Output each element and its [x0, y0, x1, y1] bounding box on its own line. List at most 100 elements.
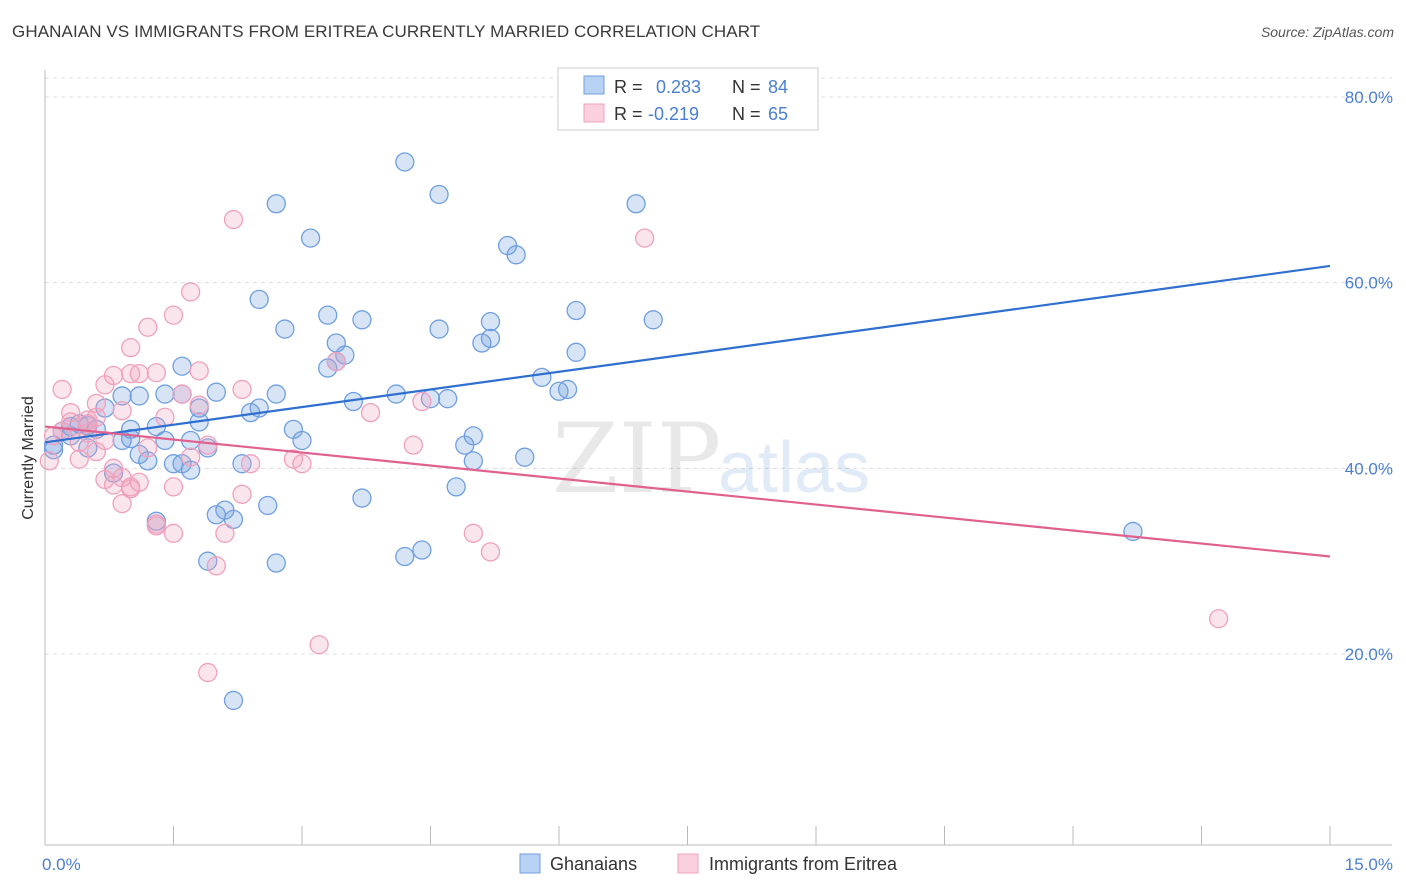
y-tick-label-40: 40.0% [1345, 459, 1393, 478]
data-point [155, 430, 175, 451]
trend-line-ghanaians [44, 264, 1331, 444]
legend-r-label-1: R = [614, 77, 643, 97]
data-point [626, 194, 646, 214]
data-point [52, 379, 72, 400]
data-point [86, 393, 107, 414]
data-point [266, 194, 286, 214]
data-point [395, 152, 415, 172]
data-point [129, 363, 149, 384]
data-point [69, 449, 89, 469]
data-point [86, 407, 107, 427]
data-point [292, 430, 312, 451]
data-point [172, 356, 192, 376]
data-point [292, 454, 312, 474]
data-point [112, 493, 132, 514]
series-eritrea [39, 209, 1229, 683]
data-point [249, 289, 269, 310]
data-point [352, 488, 372, 508]
data-point [506, 245, 526, 265]
data-point [360, 402, 381, 423]
correlation-legend: R = 0.283 N = 84 R = -0.219 N = 65 [557, 67, 819, 131]
bottom-legend-swatch-ghanaians [519, 853, 541, 874]
data-point [326, 351, 346, 372]
data-point [480, 542, 501, 562]
bottom-legend-eritrea: Immigrants from Eritrea [709, 854, 898, 874]
bottom-legend-ghanaians: Ghanaians [550, 854, 637, 874]
data-point [163, 305, 184, 325]
data-point [138, 438, 158, 458]
data-point [215, 523, 235, 543]
data-point [429, 319, 449, 339]
trend-lines [44, 264, 1331, 558]
series-legend: Ghanaians Immigrants from Eritrea [519, 853, 898, 874]
data-point [266, 553, 286, 573]
y-tick-label-80: 80.0% [1345, 88, 1393, 107]
data-point [61, 412, 81, 432]
data-point [403, 435, 424, 455]
data-point [635, 228, 655, 248]
data-points [39, 152, 1229, 711]
data-point [223, 509, 244, 530]
watermark-zip: ZIP [552, 403, 721, 515]
data-point [318, 305, 338, 325]
data-point [395, 546, 415, 567]
data-point [146, 363, 167, 383]
legend-r-value-1: 0.283 [656, 77, 701, 97]
y-axis-label: Currently Married [20, 396, 37, 520]
data-point [129, 386, 149, 406]
bottom-legend-swatch-eritrea [677, 853, 699, 874]
watermark: ZIP atlas [552, 403, 870, 515]
data-point [138, 317, 158, 337]
tick-labels: 20.0% 40.0% 60.0% 80.0% 0.0% 15.0% [42, 88, 1393, 874]
data-point [39, 451, 59, 471]
chart-title: GHANAIAN VS IMMIGRANTS FROM ERITREA CURR… [12, 22, 761, 41]
data-point [198, 662, 218, 683]
legend-n-label-2: N = [732, 104, 761, 124]
data-point [557, 379, 578, 400]
legend-n-value-2: 65 [768, 104, 788, 124]
data-point [429, 184, 449, 205]
data-point [463, 426, 483, 446]
y-tick-label-60: 60.0% [1345, 274, 1393, 293]
data-point [189, 361, 209, 381]
data-point [112, 386, 132, 406]
data-point [180, 282, 201, 302]
axes [44, 70, 1392, 846]
data-point [223, 690, 244, 711]
data-point [155, 384, 175, 404]
data-point [437, 389, 458, 409]
trend-line-eritrea [44, 425, 1331, 558]
legend-n-value-1: 84 [768, 77, 788, 97]
data-point [103, 365, 124, 386]
data-point [95, 430, 115, 451]
data-point [275, 319, 295, 339]
legend-swatch-eritrea [583, 103, 605, 123]
data-point [206, 556, 226, 576]
data-point [172, 384, 192, 404]
data-point [463, 523, 483, 543]
data-point [112, 401, 132, 421]
data-point [515, 447, 535, 467]
y-tick-label-20: 20.0% [1345, 645, 1393, 664]
watermark-atlas: atlas [718, 428, 870, 508]
data-point [258, 495, 278, 516]
data-point [480, 328, 501, 349]
data-point [232, 379, 252, 400]
x-tick-label-min: 0.0% [42, 855, 81, 874]
data-point [309, 635, 329, 655]
legend-n-label-1: N = [732, 77, 761, 97]
data-point [566, 300, 586, 321]
data-point [163, 523, 184, 543]
legend-r-label-2: R = [614, 104, 643, 124]
data-point [129, 472, 149, 492]
data-point [300, 228, 321, 248]
data-point [480, 312, 501, 332]
grid-lines [45, 77, 1392, 655]
data-point [266, 384, 286, 404]
data-point [198, 435, 218, 455]
data-point [121, 337, 141, 358]
data-point [240, 454, 261, 474]
data-point [1208, 609, 1229, 629]
data-point [463, 451, 483, 471]
